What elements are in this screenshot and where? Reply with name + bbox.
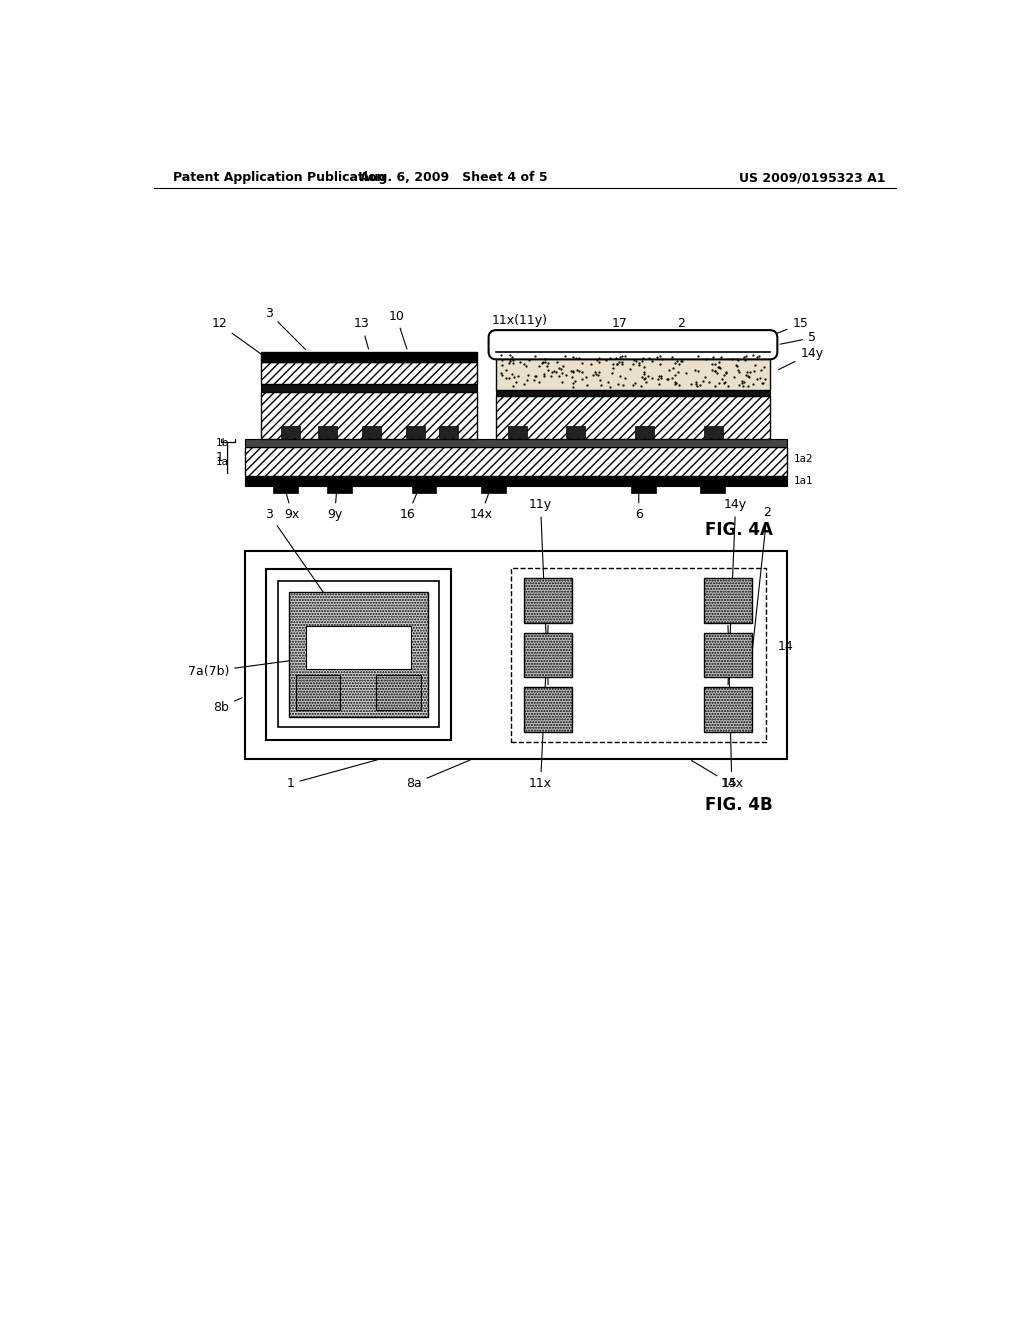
- Bar: [631, 486, 655, 494]
- Bar: [481, 486, 506, 494]
- Text: US 2009/0195323 A1: US 2009/0195323 A1: [739, 172, 886, 185]
- Bar: [508, 425, 527, 438]
- Bar: [266, 569, 451, 739]
- Text: 2: 2: [677, 317, 689, 338]
- Bar: [317, 425, 337, 438]
- Text: 8a: 8a: [407, 760, 470, 791]
- Bar: [245, 552, 787, 759]
- Bar: [705, 425, 724, 438]
- Bar: [261, 384, 477, 392]
- Bar: [296, 676, 340, 710]
- Bar: [497, 396, 770, 440]
- Text: FIG. 4A: FIG. 4A: [705, 521, 773, 540]
- Text: 1b: 1b: [216, 438, 229, 449]
- Text: 14x: 14x: [720, 626, 743, 791]
- Text: 11y: 11y: [529, 499, 552, 685]
- Bar: [245, 477, 786, 486]
- Bar: [273, 486, 298, 494]
- Text: 9x: 9x: [285, 490, 300, 521]
- Bar: [438, 425, 458, 438]
- Bar: [245, 447, 786, 477]
- Bar: [497, 351, 770, 391]
- Bar: [511, 568, 766, 742]
- Bar: [279, 581, 438, 727]
- Text: 5: 5: [780, 331, 816, 345]
- Text: 8b: 8b: [213, 698, 242, 714]
- Text: 11x: 11x: [529, 626, 552, 791]
- Bar: [565, 425, 585, 438]
- Text: 15: 15: [691, 760, 738, 791]
- Text: 14y: 14y: [724, 499, 748, 685]
- Text: 3: 3: [265, 508, 329, 601]
- Text: 17: 17: [611, 317, 630, 335]
- Text: 1a2: 1a2: [795, 454, 814, 463]
- Text: 10: 10: [388, 310, 407, 348]
- Text: 7a(7b): 7a(7b): [187, 655, 335, 678]
- Bar: [281, 425, 300, 438]
- Text: 9y: 9y: [327, 490, 342, 521]
- Bar: [705, 578, 752, 623]
- Text: 6: 6: [635, 490, 643, 521]
- Bar: [524, 688, 572, 733]
- Text: 15: 15: [768, 317, 808, 337]
- Bar: [261, 363, 477, 384]
- Bar: [407, 425, 425, 438]
- Bar: [700, 486, 725, 494]
- Text: 13: 13: [353, 317, 370, 348]
- Bar: [306, 626, 412, 669]
- Bar: [412, 486, 436, 494]
- Bar: [497, 391, 770, 396]
- Text: 1: 1: [287, 760, 378, 791]
- Bar: [245, 440, 786, 447]
- Bar: [327, 486, 351, 494]
- Text: 3: 3: [265, 306, 306, 350]
- FancyBboxPatch shape: [488, 330, 777, 359]
- Text: 16: 16: [400, 490, 418, 521]
- Bar: [524, 632, 572, 677]
- Bar: [705, 632, 752, 677]
- Bar: [377, 676, 421, 710]
- Text: 1: 1: [216, 451, 223, 465]
- Bar: [261, 392, 477, 440]
- Bar: [497, 348, 770, 351]
- Text: Patent Application Publication: Patent Application Publication: [173, 172, 385, 185]
- Text: 12: 12: [211, 317, 263, 355]
- Bar: [261, 351, 477, 363]
- Bar: [524, 578, 572, 623]
- Text: 14: 14: [777, 640, 793, 653]
- Text: 1a: 1a: [216, 457, 229, 467]
- Bar: [705, 688, 752, 733]
- Bar: [635, 425, 654, 438]
- Text: 1a1: 1a1: [795, 477, 814, 486]
- Text: 2: 2: [752, 506, 771, 652]
- Bar: [289, 591, 428, 717]
- Text: Aug. 6, 2009   Sheet 4 of 5: Aug. 6, 2009 Sheet 4 of 5: [360, 172, 548, 185]
- Bar: [361, 425, 381, 438]
- Text: 11x(11y): 11x(11y): [492, 314, 548, 335]
- Text: 14y: 14y: [778, 347, 823, 370]
- Text: 14x: 14x: [469, 490, 493, 521]
- Text: FIG. 4B: FIG. 4B: [706, 796, 773, 814]
